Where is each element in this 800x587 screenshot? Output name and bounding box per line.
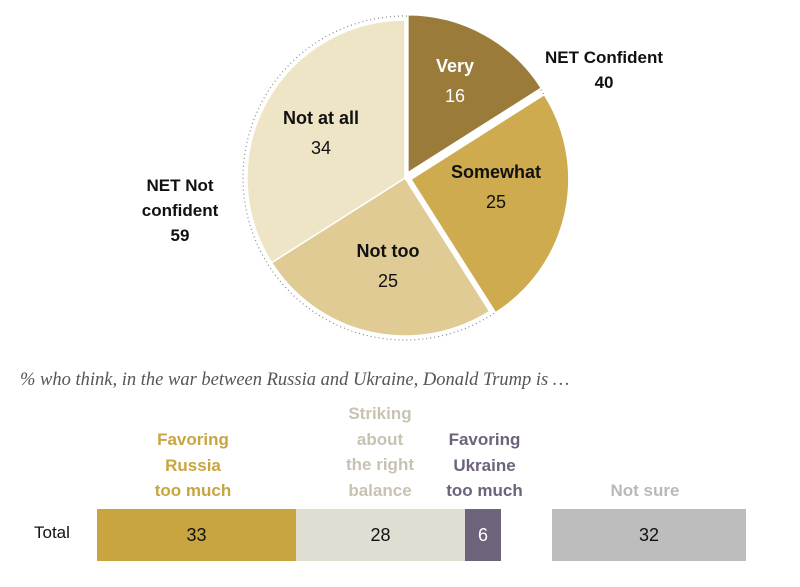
legend-line: about [356, 429, 404, 449]
bar-value: 32 [638, 524, 660, 545]
bar-chart-title: % who think, in the war between Russia a… [20, 370, 570, 390]
net-not-confident-text-1: NET Not [146, 176, 214, 195]
row-label-total: Total [34, 523, 70, 542]
net-confident-text: NET Confident [545, 48, 664, 67]
net-not-confident-value: 59 [170, 226, 190, 245]
bar-segment-favoring-ukraine: 6 [465, 509, 501, 561]
net-confident-label: NET Confident 40 [545, 45, 663, 95]
legend-line: Ukraine [453, 455, 516, 475]
bar-segment-favoring-russia: 33 [97, 509, 296, 561]
pie-slice-value: 34 [311, 138, 331, 158]
bar-segment-right-balance: 28 [296, 509, 465, 561]
pie-slice-label: Very [436, 56, 474, 76]
legend-favoring-russia: Favoring Russia too much [128, 427, 258, 504]
legend-line: Russia [165, 455, 221, 475]
pie-slice-label: Somewhat [451, 162, 541, 182]
legend-right-balance: Striking about the right balance [325, 401, 435, 503]
bar-value: 6 [477, 524, 488, 545]
legend-line: Not sure [610, 481, 680, 500]
pie-slice-very [407, 13, 543, 175]
legend-line: Favoring [157, 430, 229, 449]
net-not-confident-label: NET Not confident 59 [130, 173, 230, 248]
bar-segment-not-sure: 32 [552, 509, 746, 561]
pie-slice-value: 16 [445, 86, 465, 106]
pie-slice-label: Not too [357, 241, 420, 261]
net-confident-value: 40 [594, 73, 614, 92]
pie-slice-somewhat [409, 93, 570, 314]
pie-slice-not-too [270, 176, 491, 337]
legend-line: too much [446, 481, 523, 500]
pie-slice-not-at-all [246, 19, 406, 264]
pie-slice-value: 25 [378, 271, 398, 291]
legend-line: too much [154, 481, 232, 500]
bar-value: 33 [186, 524, 207, 545]
legend-favoring-ukraine: Favoring Ukraine too much [432, 427, 537, 504]
pie-slice-value: 25 [486, 192, 506, 212]
legend-line: the right [346, 455, 414, 474]
legend-not-sure: Not sure [575, 478, 715, 504]
legend-line: Favoring [448, 430, 521, 449]
bar-value: 28 [370, 524, 391, 545]
legend-line: balance [348, 480, 412, 500]
legend-line: Striking [348, 404, 412, 423]
pie-slice-label: Not at all [283, 108, 359, 128]
net-not-confident-text-2: confident [141, 201, 219, 220]
